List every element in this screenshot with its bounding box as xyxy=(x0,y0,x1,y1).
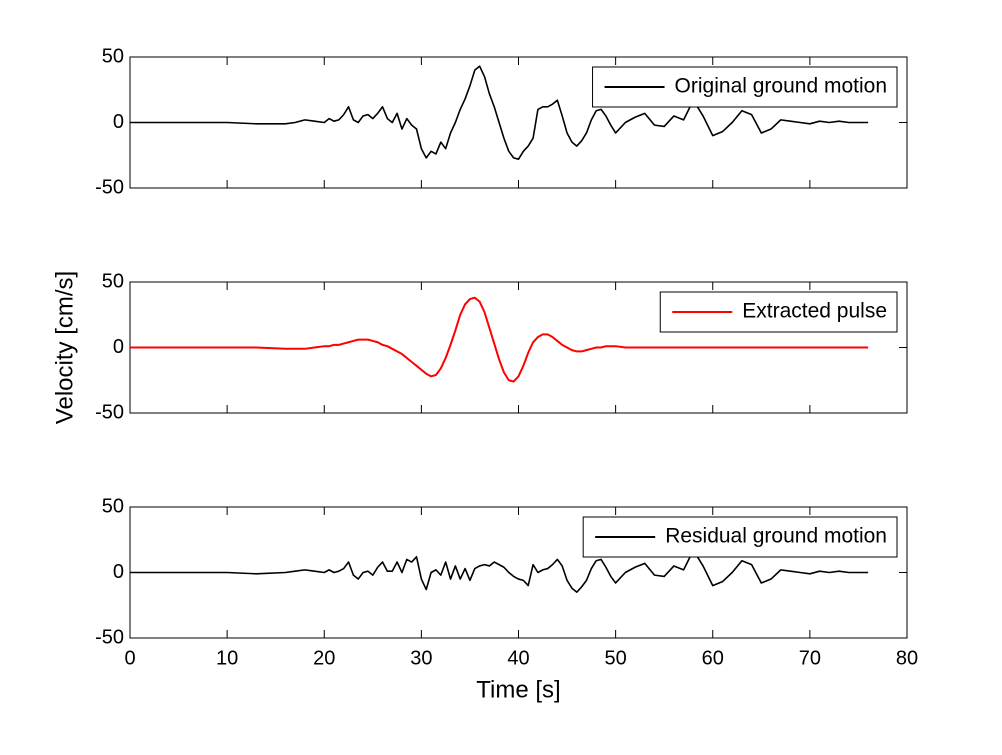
y-tick-label: 0 xyxy=(113,561,124,583)
legend-label: Residual ground motion xyxy=(665,525,887,548)
x-tick-label: 70 xyxy=(799,647,821,669)
x-tick-label: 20 xyxy=(313,647,335,669)
legend-label: Extracted pulse xyxy=(742,300,887,323)
y-axis-label: Velocity [cm/s] xyxy=(51,271,78,424)
x-tick-label: 40 xyxy=(507,647,529,669)
data-line xyxy=(130,549,869,593)
y-tick-label: 50 xyxy=(102,270,124,292)
y-tick-label: 50 xyxy=(102,495,124,517)
y-tick-label: 0 xyxy=(113,336,124,358)
legend-label: Original ground motion xyxy=(675,75,887,98)
x-tick-label: 60 xyxy=(702,647,724,669)
x-tick-label: 50 xyxy=(605,647,627,669)
y-tick-label: 50 xyxy=(102,45,124,67)
y-tick-label: -50 xyxy=(95,626,124,648)
data-line xyxy=(130,65,869,160)
x-tick-label: 10 xyxy=(216,647,238,669)
y-tick-label: -50 xyxy=(95,176,124,198)
y-tick-label: 0 xyxy=(113,111,124,133)
data-line xyxy=(130,296,869,383)
x-axis-label: Time [s] xyxy=(476,676,560,703)
x-tick-label: 30 xyxy=(410,647,432,669)
y-tick-label: -50 xyxy=(95,401,124,423)
x-tick-label: 80 xyxy=(896,647,918,669)
x-tick-label: 0 xyxy=(124,647,135,669)
